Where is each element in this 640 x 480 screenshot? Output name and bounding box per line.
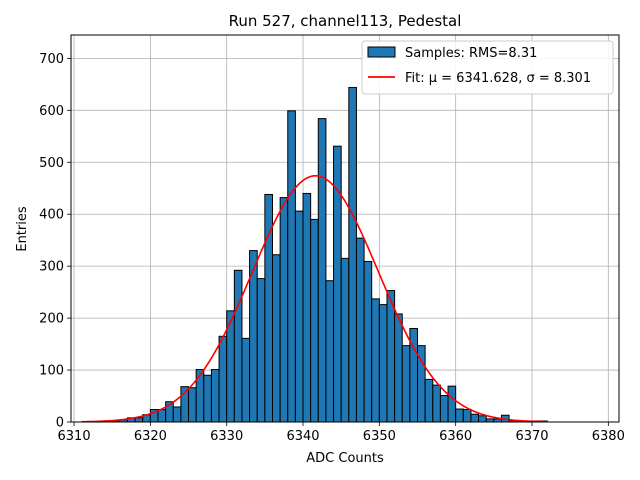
histogram-bar — [256, 278, 266, 423]
plot-frame — [70, 34, 620, 423]
histogram-bar — [355, 237, 365, 423]
histogram-bar — [325, 280, 335, 423]
histogram-bar — [363, 260, 373, 423]
y-tick-label: 700 — [39, 52, 64, 67]
x-tick-label: 6310 — [58, 429, 91, 444]
chart-title: Run 527, channel113, Pedestal — [229, 12, 462, 30]
y-tick-label: 100 — [39, 364, 64, 379]
gaussian-fit — [81, 174, 548, 423]
histogram-bar — [203, 374, 212, 423]
histogram-bar — [157, 409, 167, 423]
histogram-bar — [478, 415, 487, 423]
x-tick-label: 6370 — [515, 429, 548, 444]
x-tick-label: 6320 — [134, 429, 167, 444]
y-tick-label: 600 — [39, 104, 64, 119]
legend-box — [361, 40, 614, 95]
histogram-bar — [340, 257, 350, 423]
histogram-bar — [271, 254, 281, 423]
grid — [71, 35, 619, 423]
histogram-bar — [455, 408, 464, 423]
x-tick-label: 6380 — [592, 429, 625, 444]
x-axis-label: ADC Counts — [306, 451, 384, 466]
histogram-bar — [348, 86, 357, 423]
histogram-bars — [96, 86, 548, 423]
histogram-bar — [401, 345, 411, 423]
y-tick-label: 400 — [39, 208, 64, 223]
legend: Samples: RMS=8.31 Fit: μ = 6341.628, σ =… — [361, 40, 614, 95]
histogram-bar — [310, 218, 319, 423]
legend-fit-label: Fit: μ = 6341.628, σ = 8.301 — [405, 71, 591, 86]
legend-samples-swatch — [367, 46, 396, 58]
x-tick-label: 6350 — [363, 429, 396, 444]
x-tick-label: 6360 — [439, 429, 472, 444]
histogram-bar — [378, 304, 388, 423]
histogram-bar — [371, 298, 380, 423]
x-tick-label: 6330 — [210, 429, 243, 444]
y-tick-label: 500 — [39, 156, 64, 171]
histogram-bar — [432, 384, 441, 423]
histogram-bar — [302, 192, 312, 423]
histogram-bar — [394, 313, 403, 423]
fit-curve — [81, 174, 548, 423]
y-tick-label: 200 — [39, 312, 64, 327]
histogram-bar — [447, 385, 457, 423]
y-axis-ticks: 0 100 200 300 400 500 600 700 — [39, 52, 71, 431]
histogram-bar — [172, 406, 182, 423]
x-tick-label: 6340 — [286, 429, 319, 444]
histogram-bar — [134, 417, 144, 423]
histogram-bar — [188, 387, 197, 423]
histogram-bar — [424, 378, 434, 423]
histogram-bar — [279, 197, 289, 423]
y-tick-label: 0 — [56, 416, 64, 431]
histogram-bar — [439, 395, 449, 423]
y-tick-label: 300 — [39, 260, 64, 275]
histogram-bar — [195, 369, 205, 423]
histogram-bar — [233, 269, 243, 423]
histogram-bar — [210, 369, 220, 423]
histogram-bar — [241, 337, 251, 423]
legend-samples-label: Samples: RMS=8.31 — [405, 46, 537, 61]
histogram-bar — [294, 210, 304, 423]
histogram-bar — [462, 409, 472, 423]
histogram-bar — [287, 110, 296, 423]
histogram-bar — [386, 290, 396, 423]
x-axis-ticks: 6310 6320 6330 6340 6350 6360 6370 6380 — [58, 422, 625, 444]
histogram-bar — [470, 413, 480, 423]
histogram-bar — [218, 335, 228, 423]
histogram-bar — [317, 118, 327, 423]
y-axis-label: Entries — [15, 206, 30, 252]
